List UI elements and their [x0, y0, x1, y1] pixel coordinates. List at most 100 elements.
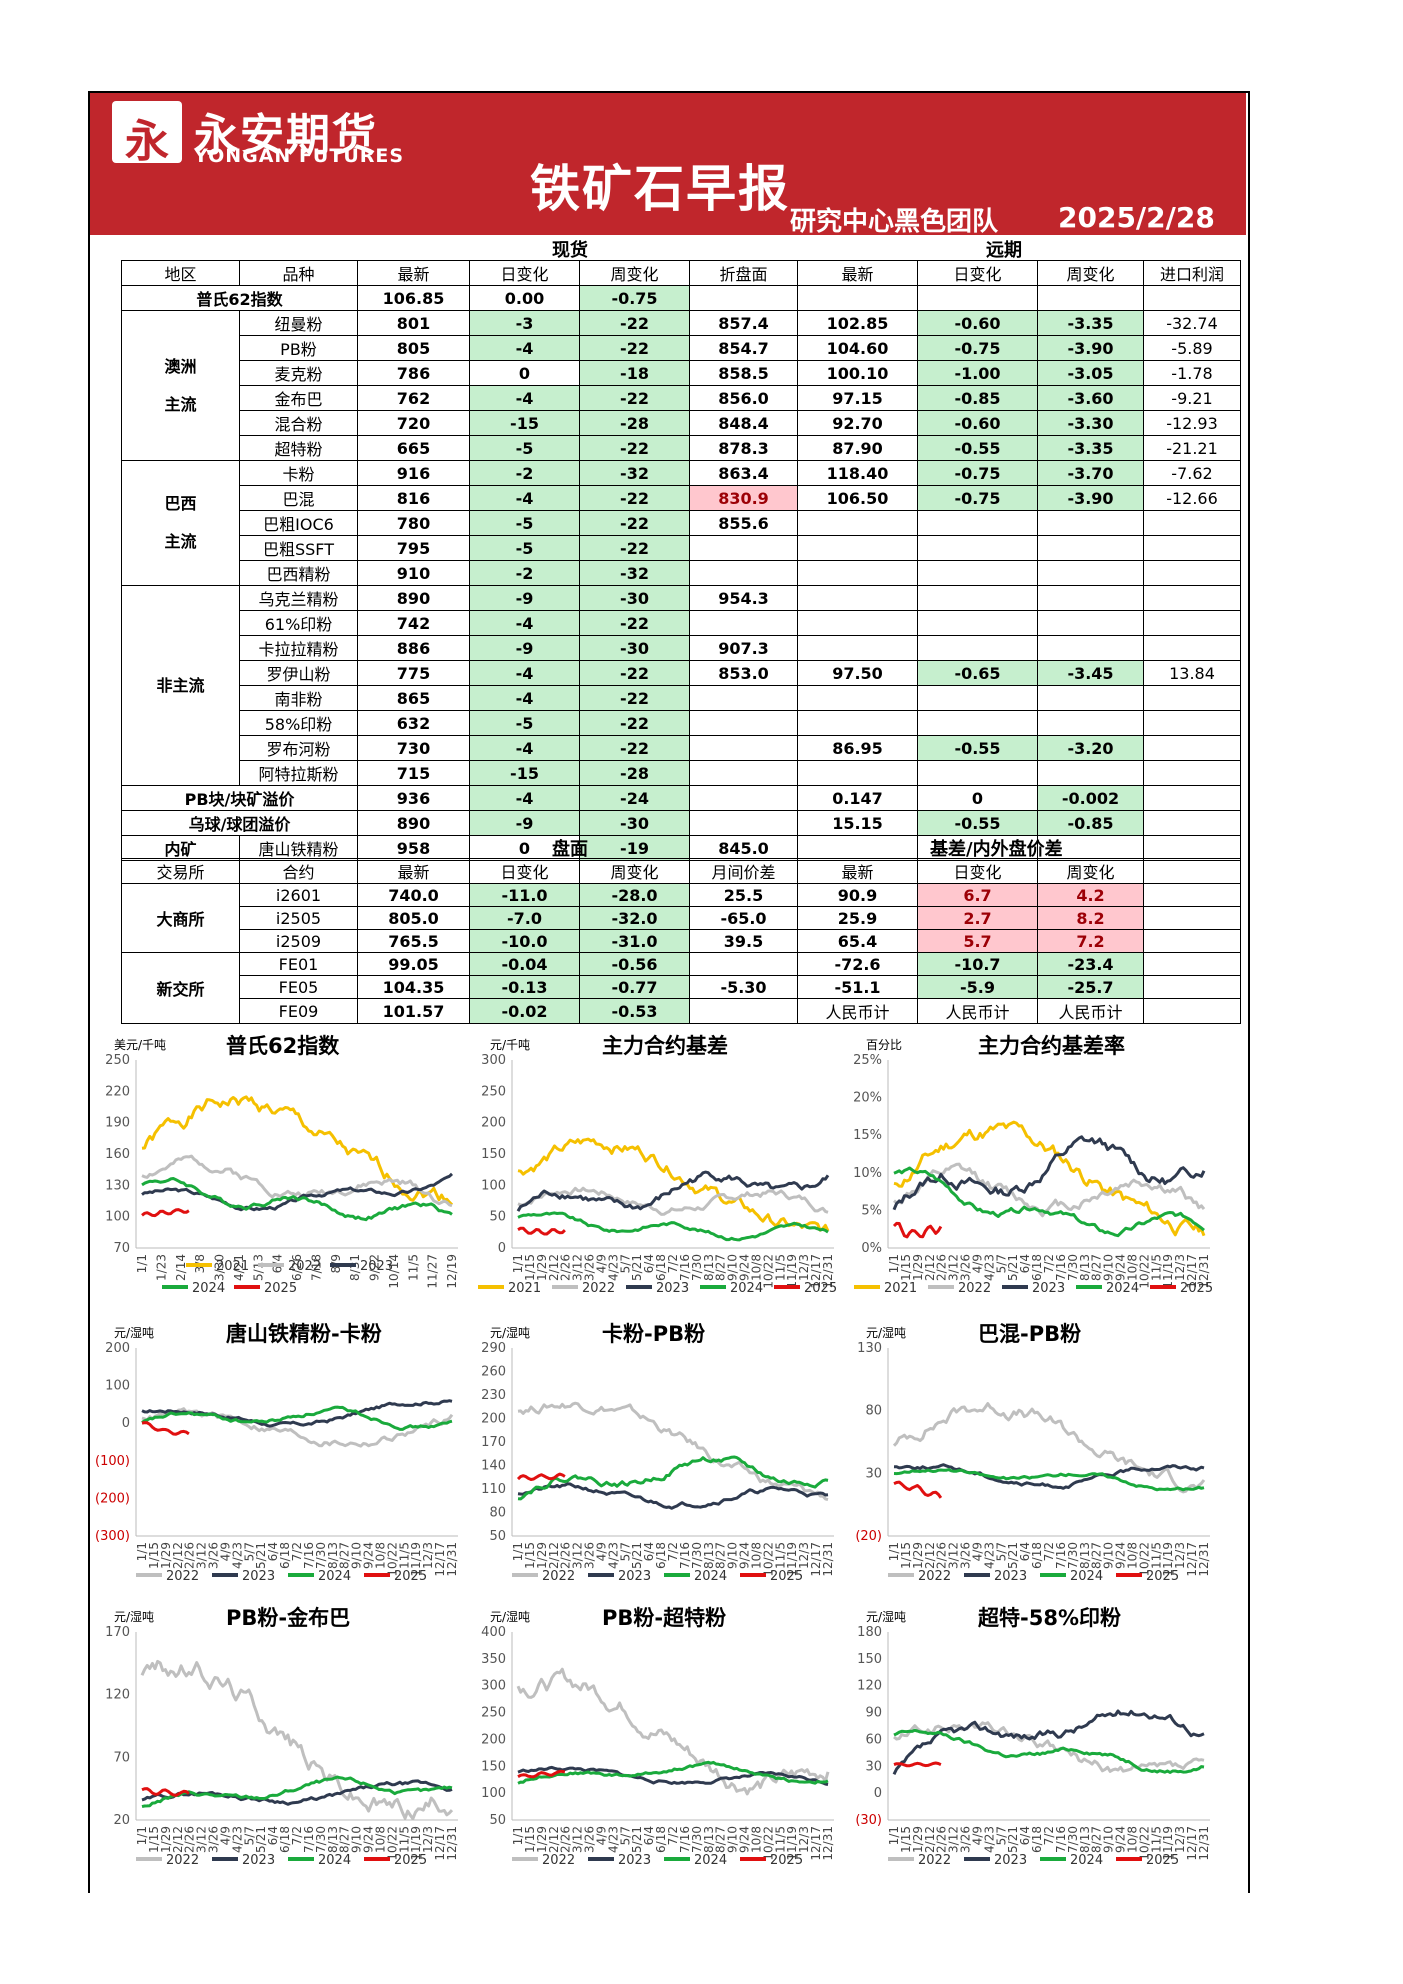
y-tick-label: 150	[481, 1147, 506, 1162]
spot-row: 南非粉 865 -4 -22	[122, 685, 1241, 711]
legend-label: 2024	[318, 1853, 351, 1868]
legend-label: 2024	[730, 1281, 763, 1296]
chart-title: PB粉-金布巴	[226, 1606, 351, 1630]
value-cell: 39.5	[689, 929, 798, 953]
x-tick-label: 7/16	[302, 1826, 316, 1853]
y-tick-label: 350	[481, 1652, 506, 1667]
futures-row: FE05 104.35 -0.13 -0.77 -5.30 -51.1 -5.9 -25.7	[122, 975, 1241, 999]
series-line-2022	[141, 1154, 453, 1208]
value-cell: -0.002	[1037, 785, 1144, 811]
chart-unit: 元/湿吨	[490, 1610, 531, 1624]
x-tick-label: 7/30	[690, 1542, 704, 1569]
x-tick-label: 12/17	[433, 1542, 447, 1577]
y-tick-label: 120	[105, 1688, 130, 1703]
x-tick-label: 12/31	[445, 1826, 459, 1861]
x-tick-label: 11/5	[773, 1254, 787, 1281]
value-cell	[1037, 760, 1144, 786]
value-cell: 890	[357, 585, 470, 611]
x-tick-label: 12/31	[1197, 1542, 1211, 1577]
x-tick-label: 7/16	[678, 1254, 692, 1281]
x-tick-label: 9/24	[362, 1826, 376, 1853]
y-tick-label: 60	[865, 1732, 882, 1747]
y-tick-label: 30	[865, 1759, 882, 1774]
chart-9: 超特-58%印粉 元/湿吨 180 150 120 90 60 30 0 (30) 1/1 1/15 1…	[848, 1602, 1218, 1882]
x-tick-label: 6/18	[278, 1826, 292, 1853]
value-cell: 801	[357, 310, 470, 336]
value-cell: -7.0	[469, 906, 580, 930]
x-tick-label: 10/22	[761, 1254, 775, 1289]
x-tick-label: 6/4	[1018, 1826, 1032, 1845]
x-tick-label: 2/12	[171, 1542, 185, 1569]
value-cell: -28.0	[579, 883, 690, 907]
section-basis: 基差/内外盘价差	[930, 839, 1063, 860]
value-cell: -30	[579, 585, 690, 611]
series-line-2021	[517, 1137, 830, 1232]
y-tick-label: 140	[481, 1459, 506, 1474]
x-tick-label: 1/15	[523, 1542, 537, 1569]
value-cell: -4	[469, 610, 580, 636]
value-cell: 65.4	[797, 929, 918, 953]
y-tick-label: 100	[481, 1178, 506, 1193]
x-tick-label: 9/24	[738, 1826, 752, 1853]
value-cell: -3.30	[1037, 410, 1144, 436]
value-cell: 7.2	[1037, 929, 1144, 953]
x-tick-label: 8/27	[714, 1254, 728, 1281]
series-line-2025	[893, 1480, 943, 1499]
value-cell: 0	[469, 360, 580, 386]
legend-label: 2025	[1180, 1281, 1213, 1296]
column-header: 最新	[797, 858, 918, 884]
y-tick-label: 100	[481, 1786, 506, 1801]
value-cell: 830.9	[689, 485, 798, 511]
x-tick-label: 4/9	[218, 1542, 232, 1561]
x-tick-label: 6/18	[1030, 1542, 1044, 1569]
series-line-2025	[517, 1769, 566, 1779]
table-cell	[797, 285, 918, 311]
legend-label: 2022	[582, 1281, 615, 1296]
product-name: 乌克兰精粉	[239, 585, 358, 611]
x-tick-label: 11/5	[1149, 1542, 1163, 1569]
x-tick-label: 6/26	[290, 1254, 304, 1281]
legend-label: 2024	[1070, 1853, 1103, 1868]
x-tick-label: 5/21	[254, 1542, 268, 1569]
value-cell: -5.30	[689, 975, 798, 999]
x-tick-label: 8/27	[1090, 1542, 1104, 1569]
x-tick-label: 7/16	[678, 1826, 692, 1853]
x-tick-label: 1/1	[135, 1826, 149, 1845]
value-cell: -5	[469, 710, 580, 736]
x-tick-label: 6/4	[642, 1254, 656, 1273]
value-cell: 730	[357, 735, 470, 761]
value-cell: -3.05	[1037, 360, 1144, 386]
y-tick-label: 120	[857, 1679, 882, 1694]
series-line-2024	[893, 1468, 1205, 1492]
value-cell: 100.10	[797, 360, 918, 386]
value-cell: 805	[357, 335, 470, 361]
x-tick-label: 8/13	[1078, 1826, 1092, 1853]
legend-label: 2025	[394, 1853, 427, 1868]
value-cell: 118.40	[797, 460, 918, 486]
region-cell: 澳洲 主流	[121, 310, 240, 461]
value-cell	[689, 560, 798, 586]
legend-label: 2024	[192, 1281, 225, 1296]
x-tick-label: 8/13	[326, 1542, 340, 1569]
legend-label: 2023	[994, 1569, 1027, 1584]
value-cell: -4	[469, 685, 580, 711]
value-cell: 954.3	[689, 585, 798, 611]
value-cell: -51.1	[797, 975, 918, 999]
value-cell	[1037, 610, 1144, 636]
value-cell: 106.50	[797, 485, 918, 511]
series-line-2024	[517, 1211, 829, 1242]
x-tick-label: 4/23	[230, 1542, 244, 1569]
value-cell: -0.75	[917, 485, 1038, 511]
x-tick-label: 11/5	[406, 1254, 420, 1281]
table-cell	[917, 285, 1038, 311]
column-header: 月间价差	[689, 858, 798, 884]
table-cell	[797, 835, 918, 861]
platts-latest: 106.85	[357, 285, 470, 311]
legend-label: 2023	[994, 1853, 1027, 1868]
x-tick-label: 1/15	[899, 1254, 913, 1281]
value-cell	[917, 585, 1038, 611]
x-tick-label: 7/30	[1066, 1254, 1080, 1281]
x-tick-label: 5/21	[1006, 1254, 1020, 1281]
series-line-2022	[892, 1402, 1206, 1494]
series-line-2022	[517, 1186, 829, 1216]
